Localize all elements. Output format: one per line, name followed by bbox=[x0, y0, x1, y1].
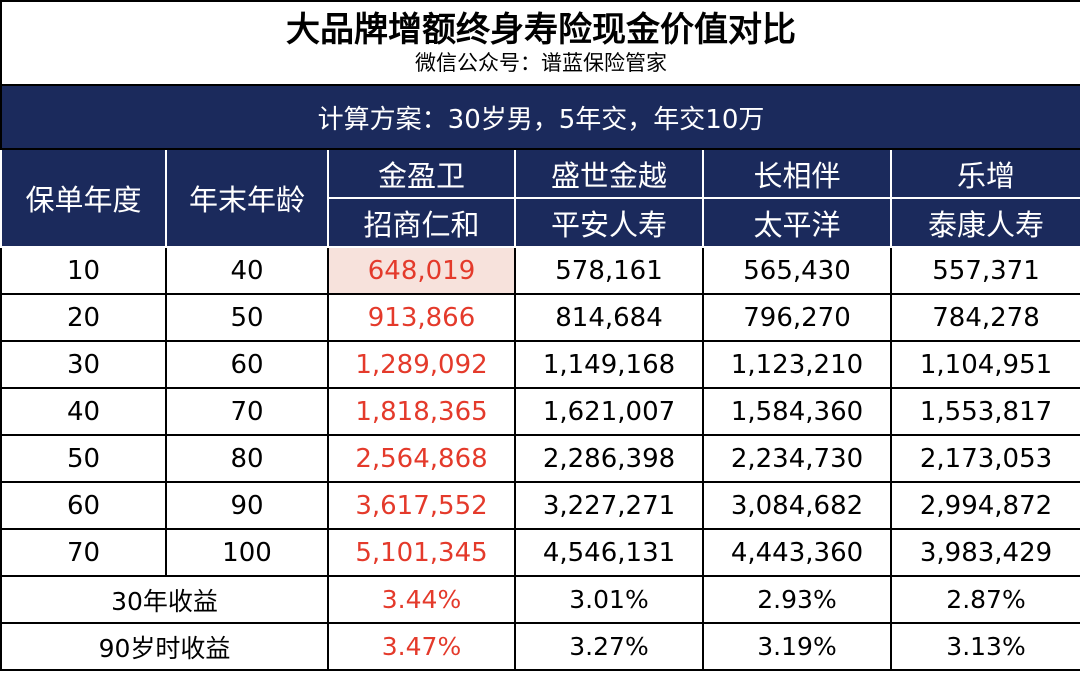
value-cell-highlighted: 1,818,365 bbox=[327, 387, 516, 436]
value-cell: 2,994,872 bbox=[889, 481, 1080, 530]
age-cell: 40 bbox=[165, 246, 329, 295]
header-product-name: 乐增 bbox=[889, 148, 1080, 199]
table-row: 10 40 648,019 578,161 565,430 557,371 bbox=[0, 246, 1080, 295]
yield-row: 30年收益 3.44% 3.01% 2.93% 2.87% bbox=[0, 575, 1080, 624]
title-cell: 大品牌增额终身寿险现金价值对比 微信公众号：谱蓝保险管家 bbox=[0, 0, 1080, 86]
table-row: 30 60 1,289,092 1,149,168 1,123,210 1,10… bbox=[0, 340, 1080, 389]
table-row: 20 50 913,866 814,684 796,270 784,278 bbox=[0, 293, 1080, 342]
value-cell: 1,621,007 bbox=[514, 387, 704, 436]
value-cell: 3,084,682 bbox=[702, 481, 892, 530]
policy-year-cell: 60 bbox=[0, 481, 167, 530]
value-cell: 2,234,730 bbox=[702, 434, 892, 483]
header-product-name: 盛世金越 bbox=[514, 148, 704, 199]
yield-cell-highlighted: 3.44% bbox=[327, 575, 516, 624]
age-cell: 70 bbox=[165, 387, 329, 436]
header-product-name: 金盈卫 bbox=[327, 148, 516, 199]
value-cell: 3,983,429 bbox=[889, 528, 1080, 577]
yield-cell: 3.01% bbox=[514, 575, 704, 624]
value-cell: 1,123,210 bbox=[702, 340, 892, 389]
header-company-name: 招商仁和 bbox=[327, 197, 516, 248]
header-policy-year: 保单年度 bbox=[0, 148, 167, 248]
yield-cell-highlighted: 3.47% bbox=[327, 622, 516, 671]
value-cell: 4,546,131 bbox=[514, 528, 704, 577]
yield-cell: 2.93% bbox=[702, 575, 892, 624]
value-cell: 4,443,360 bbox=[702, 528, 892, 577]
value-cell: 2,173,053 bbox=[889, 434, 1080, 483]
value-cell-highlighted: 3,617,552 bbox=[327, 481, 516, 530]
age-cell: 100 bbox=[165, 528, 329, 577]
value-cell-highlighted: 1,289,092 bbox=[327, 340, 516, 389]
age-cell: 90 bbox=[165, 481, 329, 530]
age-cell: 80 bbox=[165, 434, 329, 483]
header-product-name: 长相伴 bbox=[702, 148, 892, 199]
policy-year-cell: 50 bbox=[0, 434, 167, 483]
value-cell-highlighted: 913,866 bbox=[327, 293, 516, 342]
yield-cell: 3.19% bbox=[702, 622, 892, 671]
table-row: 60 90 3,617,552 3,227,271 3,084,682 2,99… bbox=[0, 481, 1080, 530]
value-cell: 2,286,398 bbox=[514, 434, 704, 483]
value-cell: 578,161 bbox=[514, 246, 704, 295]
value-cell: 1,584,360 bbox=[702, 387, 892, 436]
value-cell: 565,430 bbox=[702, 246, 892, 295]
header-company-name: 泰康人寿 bbox=[889, 197, 1080, 248]
value-cell: 557,371 bbox=[889, 246, 1080, 295]
value-cell: 1,104,951 bbox=[889, 340, 1080, 389]
plan-banner: 计算方案：30岁男，5年交，年交10万 bbox=[0, 84, 1080, 150]
yield-row: 90岁时收益 3.47% 3.27% 3.19% 3.13% bbox=[0, 622, 1080, 671]
header-company-name: 太平洋 bbox=[702, 197, 892, 248]
age-cell: 60 bbox=[165, 340, 329, 389]
policy-year-cell: 70 bbox=[0, 528, 167, 577]
value-cell: 796,270 bbox=[702, 293, 892, 342]
age-cell: 50 bbox=[165, 293, 329, 342]
table-row: 70 100 5,101,345 4,546,131 4,443,360 3,9… bbox=[0, 528, 1080, 577]
value-cell-highlighted: 2,564,868 bbox=[327, 434, 516, 483]
value-cell: 784,278 bbox=[889, 293, 1080, 342]
yield-cell: 3.13% bbox=[889, 622, 1080, 671]
header-company-name: 平安人寿 bbox=[514, 197, 704, 248]
yield-cell: 2.87% bbox=[889, 575, 1080, 624]
value-cell: 814,684 bbox=[514, 293, 704, 342]
table-subtitle: 微信公众号：谱蓝保险管家 bbox=[415, 51, 668, 75]
value-cell-highlighted: 648,019 bbox=[327, 246, 516, 295]
yield-cell: 3.27% bbox=[514, 622, 704, 671]
policy-year-cell: 20 bbox=[0, 293, 167, 342]
value-cell: 1,149,168 bbox=[514, 340, 704, 389]
value-cell: 1,553,817 bbox=[889, 387, 1080, 436]
header-age-end: 年末年龄 bbox=[165, 148, 329, 248]
policy-year-cell: 40 bbox=[0, 387, 167, 436]
yield-label: 30年收益 bbox=[0, 575, 329, 624]
yield-label: 90岁时收益 bbox=[0, 622, 329, 671]
policy-year-cell: 10 bbox=[0, 246, 167, 295]
value-cell-highlighted: 5,101,345 bbox=[327, 528, 516, 577]
table-title: 大品牌增额终身寿险现金价值对比 bbox=[286, 10, 797, 50]
table-row: 40 70 1,818,365 1,621,007 1,584,360 1,55… bbox=[0, 387, 1080, 436]
table-row: 50 80 2,564,868 2,286,398 2,234,730 2,17… bbox=[0, 434, 1080, 483]
policy-year-cell: 30 bbox=[0, 340, 167, 389]
value-cell: 3,227,271 bbox=[514, 481, 704, 530]
